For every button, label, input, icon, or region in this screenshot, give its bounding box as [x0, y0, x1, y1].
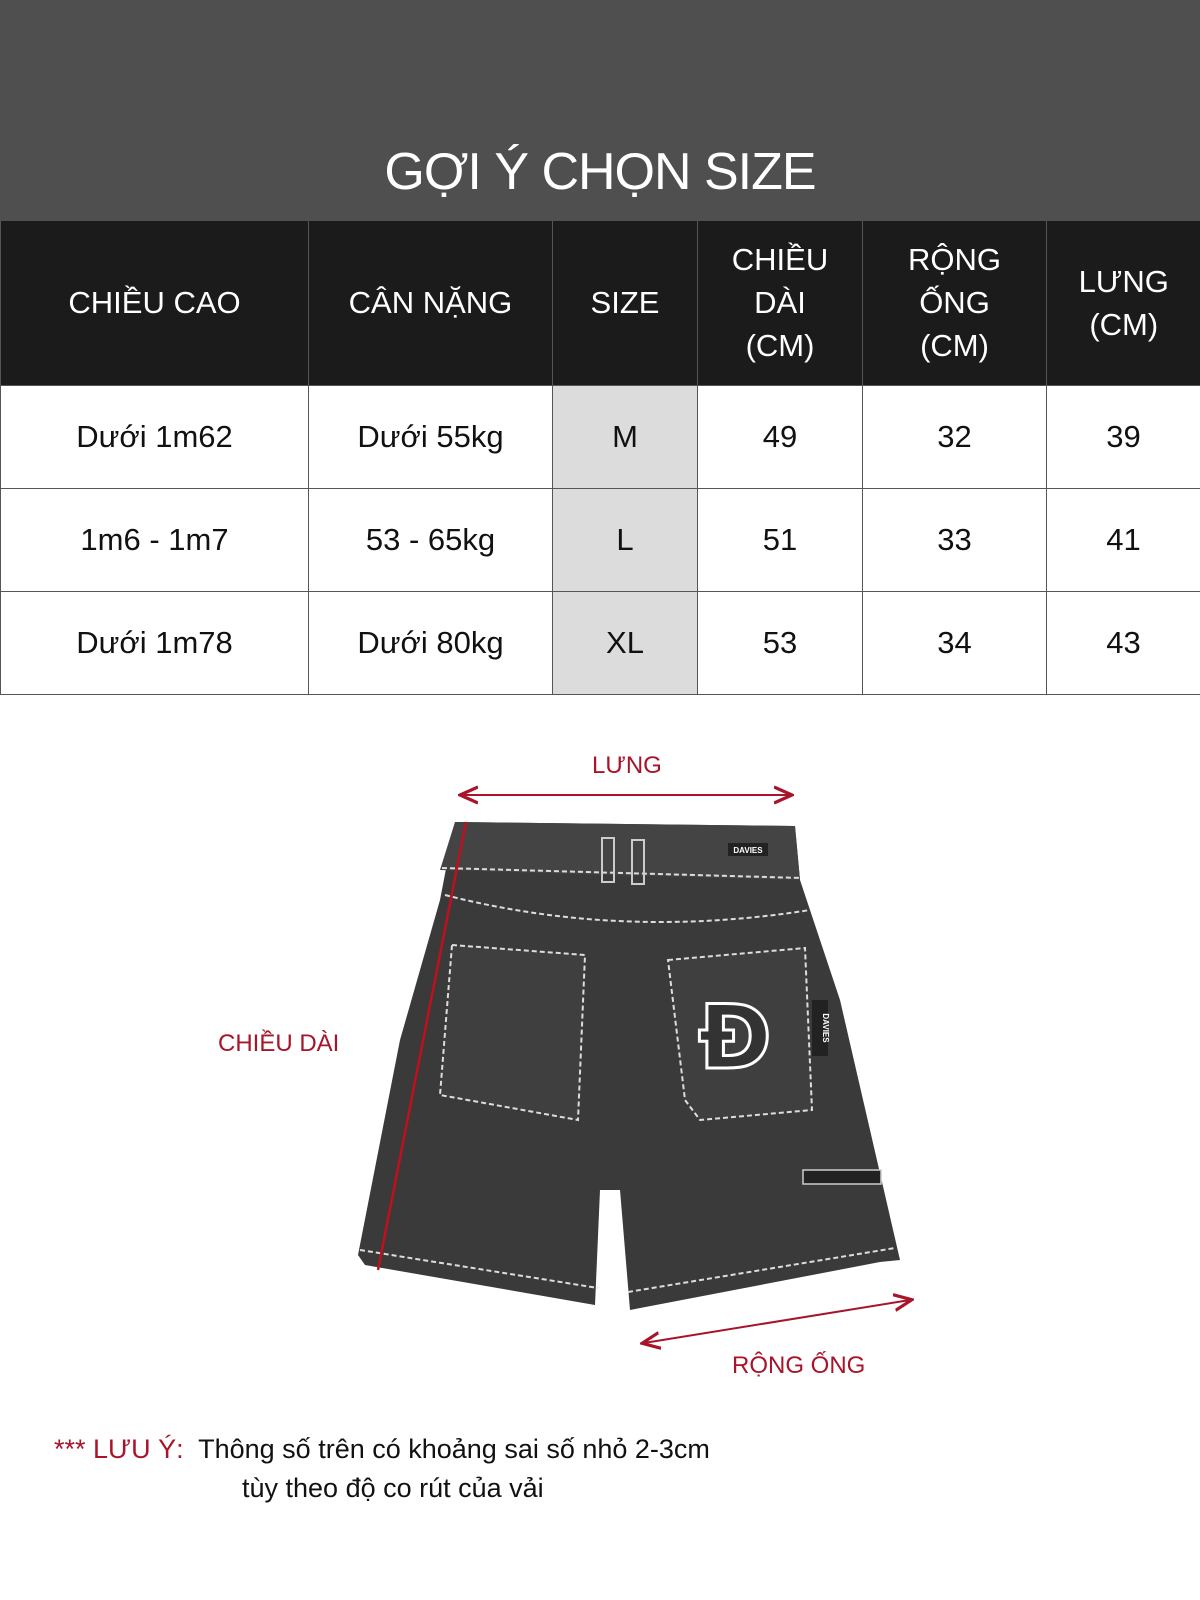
length-label: CHIỀU DÀI — [218, 1030, 340, 1057]
waist-label: LƯNG — [592, 752, 662, 779]
page-title: GỢI Ý CHỌN SIZE — [384, 143, 816, 201]
waistband-brand-tag: DAVIES — [733, 846, 763, 855]
header-weight: CÂN NẶNG — [308, 221, 553, 385]
note-line-1: Thông số trên có khoảng sai số nhỏ 2-3cm — [198, 1434, 710, 1464]
shorts-image: Đ DAVIES DAVIES — [358, 822, 900, 1310]
cell-leg-opening: 32 — [862, 384, 1047, 489]
cell-waist: 39 — [1046, 384, 1200, 489]
cell-height: Dưới 1m62 — [0, 384, 309, 489]
cell-waist: 41 — [1046, 487, 1200, 592]
cell-weight: Dưới 55kg — [308, 384, 553, 489]
cell-size: L — [552, 487, 698, 592]
cell-size: XL — [552, 590, 698, 695]
cell-height: 1m6 - 1m7 — [0, 487, 309, 592]
cell-size: M — [552, 384, 698, 489]
table-row: 1m6 - 1m7 53 - 65kg L 51 33 41 — [0, 487, 1200, 592]
cell-length: 49 — [697, 384, 863, 489]
header-waist: LƯNG (CM) — [1046, 221, 1200, 385]
cell-leg-opening: 33 — [862, 487, 1047, 592]
pocket-brand-tag: DAVIES — [821, 1013, 830, 1043]
header-height: CHIỀU CAO — [0, 221, 309, 385]
table-header-row: CHIỀU CAO CÂN NẶNG SIZE CHIỀU DÀI (CM) R… — [0, 221, 1200, 385]
cell-waist: 43 — [1046, 590, 1200, 695]
note-prefix: *** LƯU Ý: — [54, 1434, 184, 1464]
header-size: SIZE — [552, 221, 698, 385]
table-row: Dưới 1m78 Dưới 80kg XL 53 34 43 — [0, 590, 1200, 695]
cell-length: 51 — [697, 487, 863, 592]
cell-weight: Dưới 80kg — [308, 590, 553, 695]
cell-weight: 53 - 65kg — [308, 487, 553, 592]
size-table: CHIỀU CAO CÂN NẶNG SIZE CHIỀU DÀI (CM) R… — [0, 221, 1200, 695]
length-line — [376, 821, 468, 1271]
leg-opening-label: RỘNG ỐNG — [732, 1352, 866, 1379]
cell-length: 53 — [697, 590, 863, 695]
note: *** LƯU Ý: Thông số trên có khoảng sai s… — [54, 1430, 710, 1508]
table-row: Dưới 1m62 Dưới 55kg M 49 32 39 — [0, 384, 1200, 489]
logo-mark: Đ — [698, 986, 772, 1089]
leg-opening-arrow — [644, 1300, 910, 1343]
cell-leg-opening: 34 — [862, 590, 1047, 695]
header-length: CHIỀU DÀI (CM) — [697, 221, 863, 385]
title-banner — [0, 0, 1200, 221]
cell-height: Dưới 1m78 — [0, 590, 309, 695]
header-leg-opening: RỘNG ỐNG (CM) — [862, 221, 1047, 385]
note-line-2: tùy theo độ co rút của vải — [242, 1473, 544, 1503]
